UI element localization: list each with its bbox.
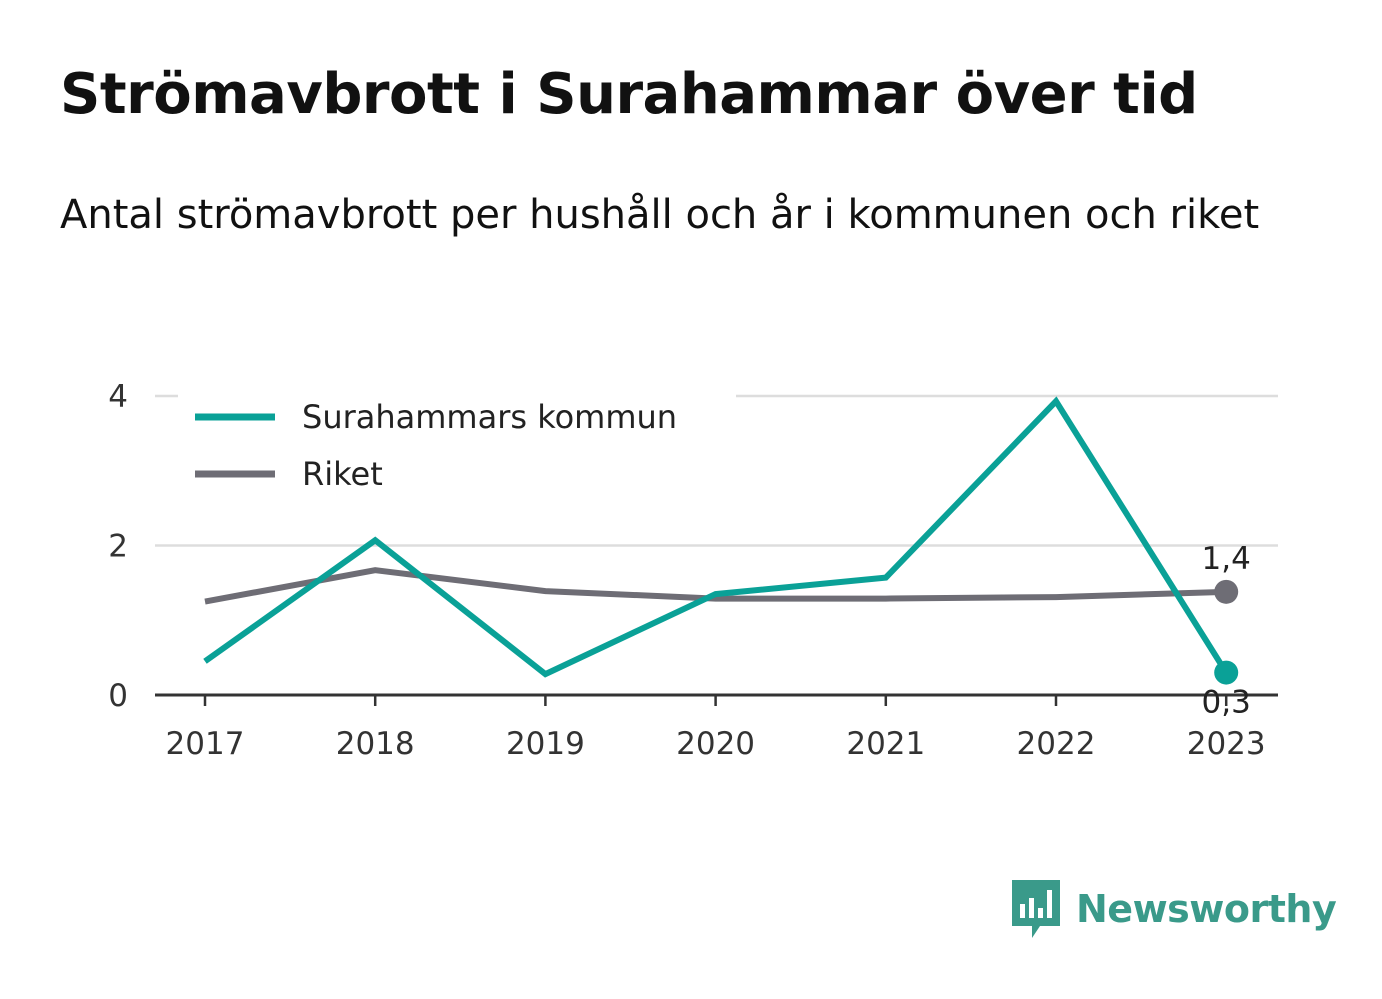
x-tick-label: 2022 xyxy=(1017,726,1096,762)
x-tick-label: 2021 xyxy=(846,726,925,762)
legend: Surahammars kommun Riket xyxy=(178,390,736,514)
brand-name: Newsworthy xyxy=(1076,887,1337,931)
legend-label: Riket xyxy=(302,455,383,493)
newsworthy-logo-icon xyxy=(1012,880,1060,938)
end-value-label: 0,3 xyxy=(1202,685,1251,721)
series-line-riket xyxy=(204,567,1227,605)
x-axis: 2017 2018 2019 2020 2021 2022 2023 xyxy=(155,693,1278,762)
chart-subtitle: Antal strömavbrott per hushåll och år i … xyxy=(60,192,1260,238)
y-tick-label: 2 xyxy=(108,529,128,565)
brand-logo: Newsworthy xyxy=(1010,878,1337,940)
end-labels: 0,3 1,4 xyxy=(1202,541,1251,721)
x-tick-label: 2023 xyxy=(1187,726,1266,762)
y-tick-label: 4 xyxy=(108,379,128,415)
legend-label: Surahammars kommun xyxy=(302,398,677,436)
x-tick-label: 2018 xyxy=(336,726,415,762)
x-tick-label: 2017 xyxy=(166,726,245,762)
y-axis-ticks: 0 2 4 xyxy=(108,379,128,714)
x-tick-label: 2020 xyxy=(676,726,755,762)
x-tick-label: 2019 xyxy=(506,726,585,762)
series-lines xyxy=(203,396,1229,678)
end-point xyxy=(1214,579,1239,604)
end-point xyxy=(1214,660,1239,685)
y-tick-label: 0 xyxy=(108,678,128,714)
legend-background xyxy=(178,390,736,514)
line-chart: 0 2 4 2017 2018 2019 2020 2021 2022 2023 Suraham… xyxy=(108,379,1278,762)
end-value-label: 1,4 xyxy=(1202,541,1251,577)
chart-title: Strömavbrott i Surahammar över tid xyxy=(60,62,1198,127)
series-line-surahammars-kommun xyxy=(203,396,1229,678)
